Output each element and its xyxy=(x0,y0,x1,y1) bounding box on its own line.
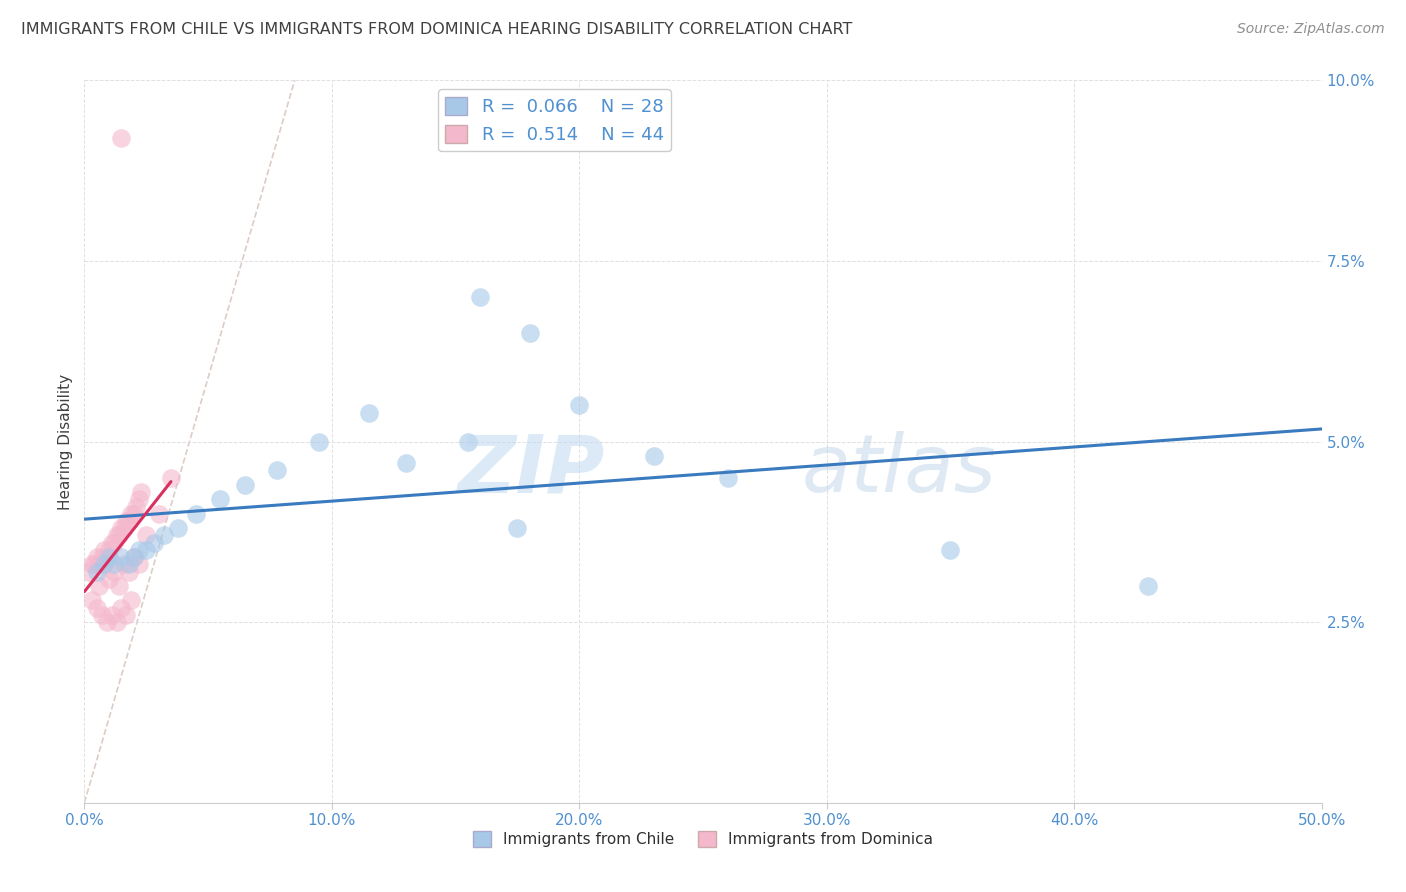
Point xyxy=(98,542,121,557)
Point xyxy=(233,478,256,492)
Point xyxy=(357,406,380,420)
Point xyxy=(103,565,125,579)
Point xyxy=(93,542,115,557)
Point xyxy=(135,528,157,542)
Point xyxy=(105,528,128,542)
Point xyxy=(103,558,125,572)
Point xyxy=(470,290,492,304)
Point xyxy=(209,492,232,507)
Point xyxy=(266,463,288,477)
Point xyxy=(125,500,148,514)
Point xyxy=(110,131,132,145)
Point xyxy=(184,507,207,521)
Text: ZIP: ZIP xyxy=(457,432,605,509)
Point xyxy=(122,507,145,521)
Point xyxy=(93,558,115,572)
Point xyxy=(108,579,131,593)
Point xyxy=(100,535,122,549)
Point xyxy=(939,542,962,557)
Point xyxy=(86,550,108,565)
Point xyxy=(135,542,157,557)
Point xyxy=(86,600,108,615)
Point xyxy=(90,550,112,565)
Point xyxy=(80,558,103,572)
Point xyxy=(128,558,150,572)
Point xyxy=(118,565,141,579)
Point xyxy=(93,558,115,572)
Point xyxy=(86,565,108,579)
Point xyxy=(98,550,121,565)
Point xyxy=(118,558,141,572)
Point xyxy=(105,615,128,630)
Point xyxy=(395,456,418,470)
Point xyxy=(112,558,135,572)
Point xyxy=(122,550,145,565)
Point xyxy=(519,326,541,340)
Point xyxy=(1137,579,1160,593)
Text: IMMIGRANTS FROM CHILE VS IMMIGRANTS FROM DOMINICA HEARING DISABILITY CORRELATION: IMMIGRANTS FROM CHILE VS IMMIGRANTS FROM… xyxy=(21,22,852,37)
Point xyxy=(115,607,138,622)
Point xyxy=(152,528,174,542)
Point xyxy=(110,600,132,615)
Point xyxy=(160,471,183,485)
Point xyxy=(110,521,132,535)
Point xyxy=(110,550,132,565)
Point xyxy=(96,550,118,565)
Point xyxy=(148,507,170,521)
Point xyxy=(129,485,152,500)
Point xyxy=(457,434,479,449)
Point xyxy=(128,542,150,557)
Point xyxy=(79,565,101,579)
Point xyxy=(80,593,103,607)
Legend: Immigrants from Chile, Immigrants from Dominica: Immigrants from Chile, Immigrants from D… xyxy=(467,825,939,853)
Text: Source: ZipAtlas.com: Source: ZipAtlas.com xyxy=(1237,22,1385,37)
Point xyxy=(98,572,121,586)
Point xyxy=(100,607,122,622)
Point xyxy=(83,558,105,572)
Point xyxy=(128,492,150,507)
Point xyxy=(115,514,138,528)
Point xyxy=(89,579,111,593)
Point xyxy=(103,535,125,549)
Point xyxy=(90,607,112,622)
Point xyxy=(112,521,135,535)
Point xyxy=(167,521,190,535)
Point xyxy=(120,593,142,607)
Point xyxy=(717,471,740,485)
Point xyxy=(643,449,665,463)
Point xyxy=(122,550,145,565)
Point xyxy=(308,434,330,449)
Point xyxy=(506,521,529,535)
Point xyxy=(108,528,131,542)
Point xyxy=(120,507,142,521)
Point xyxy=(568,398,591,412)
Point xyxy=(142,535,165,549)
Text: atlas: atlas xyxy=(801,432,997,509)
Point xyxy=(118,514,141,528)
Point xyxy=(89,558,111,572)
Point xyxy=(96,615,118,630)
Y-axis label: Hearing Disability: Hearing Disability xyxy=(58,374,73,509)
